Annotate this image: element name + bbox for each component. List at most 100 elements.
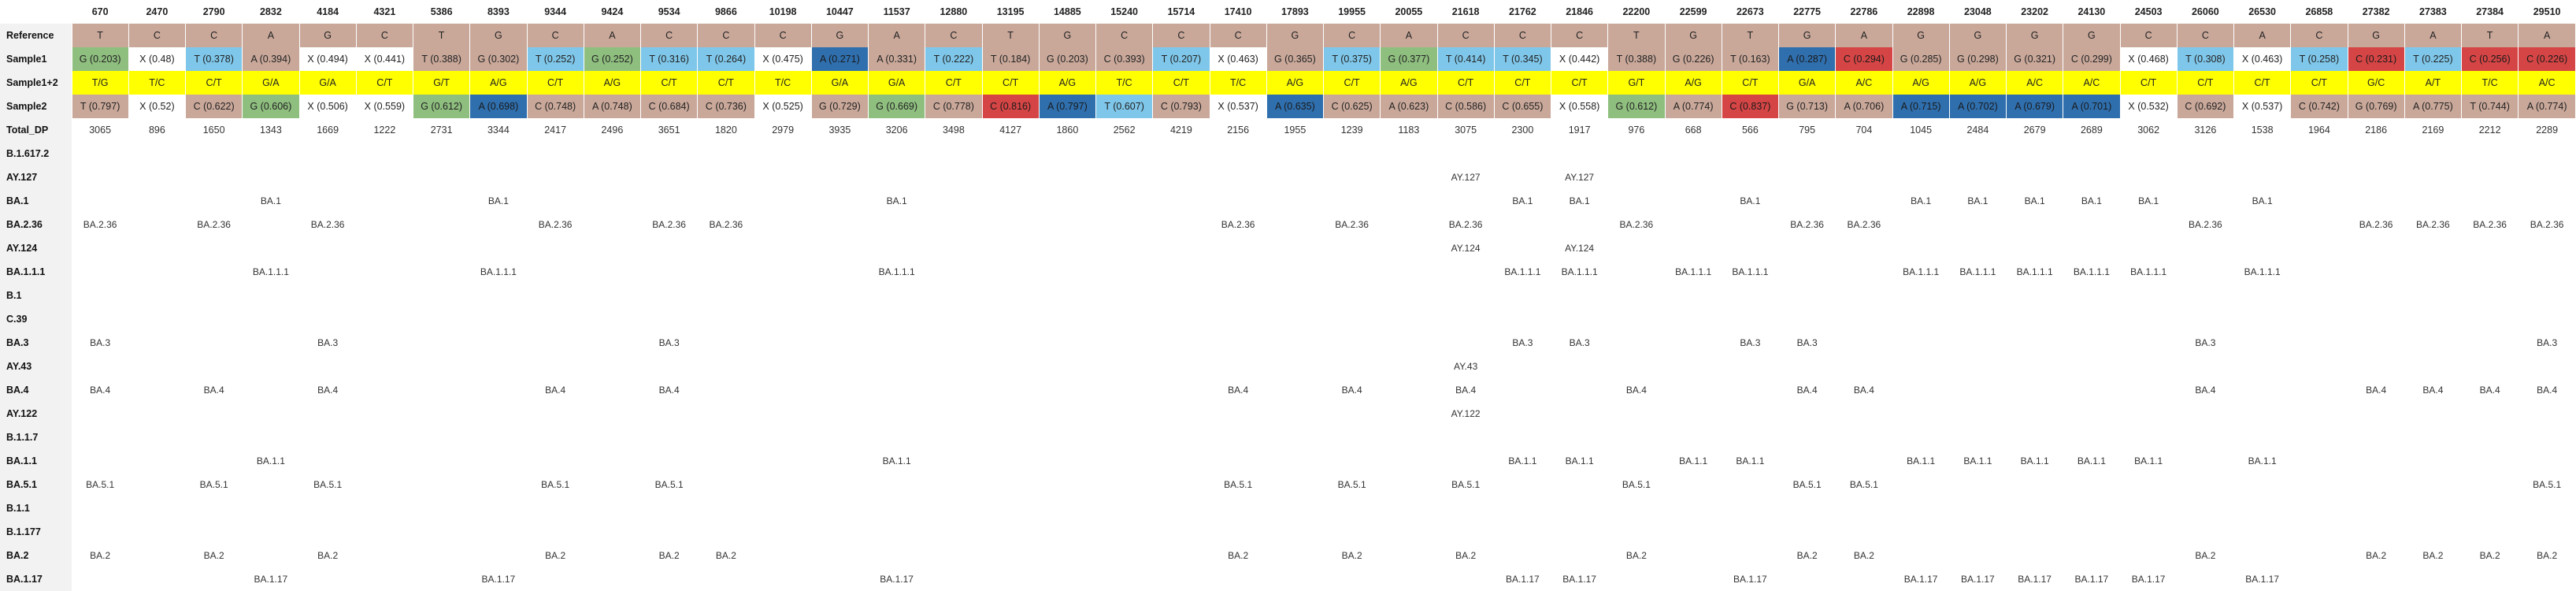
position-header: 9424 bbox=[584, 0, 642, 24]
empty-cell bbox=[1323, 284, 1381, 307]
empty-cell bbox=[1892, 355, 1950, 378]
empty-cell bbox=[1095, 165, 1154, 189]
allele-cell: G bbox=[1892, 24, 1950, 47]
lineage-cell: BA.1.17 bbox=[1722, 567, 1780, 591]
empty-cell bbox=[1665, 331, 1722, 355]
empty-cell bbox=[1892, 496, 1950, 520]
empty-cell bbox=[1665, 307, 1722, 331]
lineage-label: BA.5.1 bbox=[0, 473, 72, 496]
lineage-cell: BA.1 bbox=[469, 189, 528, 213]
empty-cell bbox=[1778, 355, 1837, 378]
allele-cell: C (0.692) bbox=[2177, 95, 2235, 118]
empty-cell bbox=[811, 213, 869, 236]
allele-cell: A (0.775) bbox=[2404, 95, 2463, 118]
depth-cell: 1860 bbox=[1039, 118, 1097, 142]
empty-cell bbox=[2404, 473, 2463, 496]
empty-cell bbox=[128, 567, 187, 591]
empty-cell bbox=[1835, 236, 1893, 260]
empty-cell bbox=[2006, 402, 2064, 426]
allele-cell: X (0.532) bbox=[2120, 95, 2178, 118]
empty-cell bbox=[982, 165, 1040, 189]
empty-cell bbox=[2233, 426, 2292, 449]
allele-cell: A (0.774) bbox=[1665, 95, 1722, 118]
empty-cell bbox=[640, 142, 699, 165]
empty-cell bbox=[1722, 355, 1780, 378]
empty-cell bbox=[1380, 307, 1438, 331]
empty-cell bbox=[1039, 378, 1097, 402]
empty-cell bbox=[1665, 189, 1722, 213]
empty-cell bbox=[1778, 142, 1837, 165]
lineage-cell: AY.124 bbox=[1551, 236, 1609, 260]
empty-cell bbox=[1665, 473, 1722, 496]
empty-cell bbox=[2120, 402, 2178, 426]
allele-cell: G (0.377) bbox=[1380, 47, 1438, 71]
empty-cell bbox=[1551, 544, 1609, 567]
empty-cell bbox=[128, 307, 187, 331]
empty-cell bbox=[1949, 307, 2007, 331]
allele-cell: T (0.388) bbox=[413, 47, 471, 71]
empty-cell bbox=[2518, 189, 2576, 213]
empty-cell bbox=[356, 520, 414, 544]
empty-cell bbox=[1380, 402, 1438, 426]
empty-cell bbox=[925, 496, 983, 520]
empty-cell bbox=[1152, 307, 1210, 331]
depth-cell: 1964 bbox=[2290, 118, 2348, 142]
empty-cell bbox=[469, 142, 528, 165]
empty-cell bbox=[811, 426, 869, 449]
empty-cell bbox=[697, 426, 755, 449]
allele-cell: T (0.258) bbox=[2290, 47, 2348, 71]
empty-cell bbox=[1266, 426, 1325, 449]
empty-cell bbox=[1039, 236, 1097, 260]
empty-cell bbox=[1039, 307, 1097, 331]
empty-cell bbox=[1437, 142, 1495, 165]
lineage-label: B.1 bbox=[0, 284, 72, 307]
empty-cell bbox=[2348, 189, 2405, 213]
empty-cell bbox=[469, 520, 528, 544]
empty-cell bbox=[1210, 426, 1267, 449]
empty-cell bbox=[1323, 567, 1381, 591]
sample-row: Total_DP 3065 896 1650 1343 1669 1222 2731 3344 2… bbox=[0, 118, 2576, 142]
lineage-cell: BA.1.1.1 bbox=[1949, 260, 2007, 284]
empty-cell bbox=[1722, 165, 1780, 189]
empty-cell bbox=[527, 189, 584, 213]
allele-cell: G bbox=[1266, 24, 1325, 47]
empty-cell bbox=[982, 260, 1040, 284]
empty-cell bbox=[754, 567, 812, 591]
empty-cell bbox=[2461, 165, 2519, 189]
empty-cell bbox=[1607, 165, 1666, 189]
lineage-cell: BA.2.36 bbox=[72, 213, 129, 236]
empty-cell bbox=[242, 402, 300, 426]
allele-cell: C bbox=[356, 24, 414, 47]
empty-cell bbox=[2177, 236, 2235, 260]
empty-cell bbox=[128, 165, 187, 189]
position-header: 11537 bbox=[868, 0, 926, 24]
empty-cell bbox=[1323, 260, 1381, 284]
lineage-cell: BA.2.36 bbox=[1607, 213, 1666, 236]
allele-cell: A (0.715) bbox=[1892, 95, 1950, 118]
empty-cell bbox=[1949, 520, 2007, 544]
empty-cell bbox=[982, 284, 1040, 307]
empty-cell bbox=[2404, 307, 2463, 331]
empty-cell bbox=[2063, 496, 2121, 520]
empty-cell bbox=[1039, 189, 1097, 213]
empty-cell bbox=[697, 142, 755, 165]
allele-cell: C bbox=[1095, 24, 1154, 47]
lineage-label: B.1.617.2 bbox=[0, 142, 72, 165]
empty-cell bbox=[413, 473, 471, 496]
empty-cell bbox=[1323, 449, 1381, 473]
empty-cell bbox=[1095, 449, 1154, 473]
empty-cell bbox=[1892, 331, 1950, 355]
allele-cell: C bbox=[2120, 24, 2178, 47]
empty-cell bbox=[925, 236, 983, 260]
empty-cell bbox=[697, 284, 755, 307]
empty-cell bbox=[356, 496, 414, 520]
depth-cell: 2562 bbox=[1095, 118, 1154, 142]
empty-cell bbox=[1095, 544, 1154, 567]
empty-cell bbox=[299, 236, 357, 260]
empty-cell bbox=[1607, 520, 1666, 544]
lineage-cell: BA.2 bbox=[1210, 544, 1267, 567]
empty-cell bbox=[2348, 355, 2405, 378]
empty-cell bbox=[356, 331, 414, 355]
lineage-cell: BA.2.36 bbox=[2348, 213, 2405, 236]
empty-cell bbox=[2233, 284, 2292, 307]
